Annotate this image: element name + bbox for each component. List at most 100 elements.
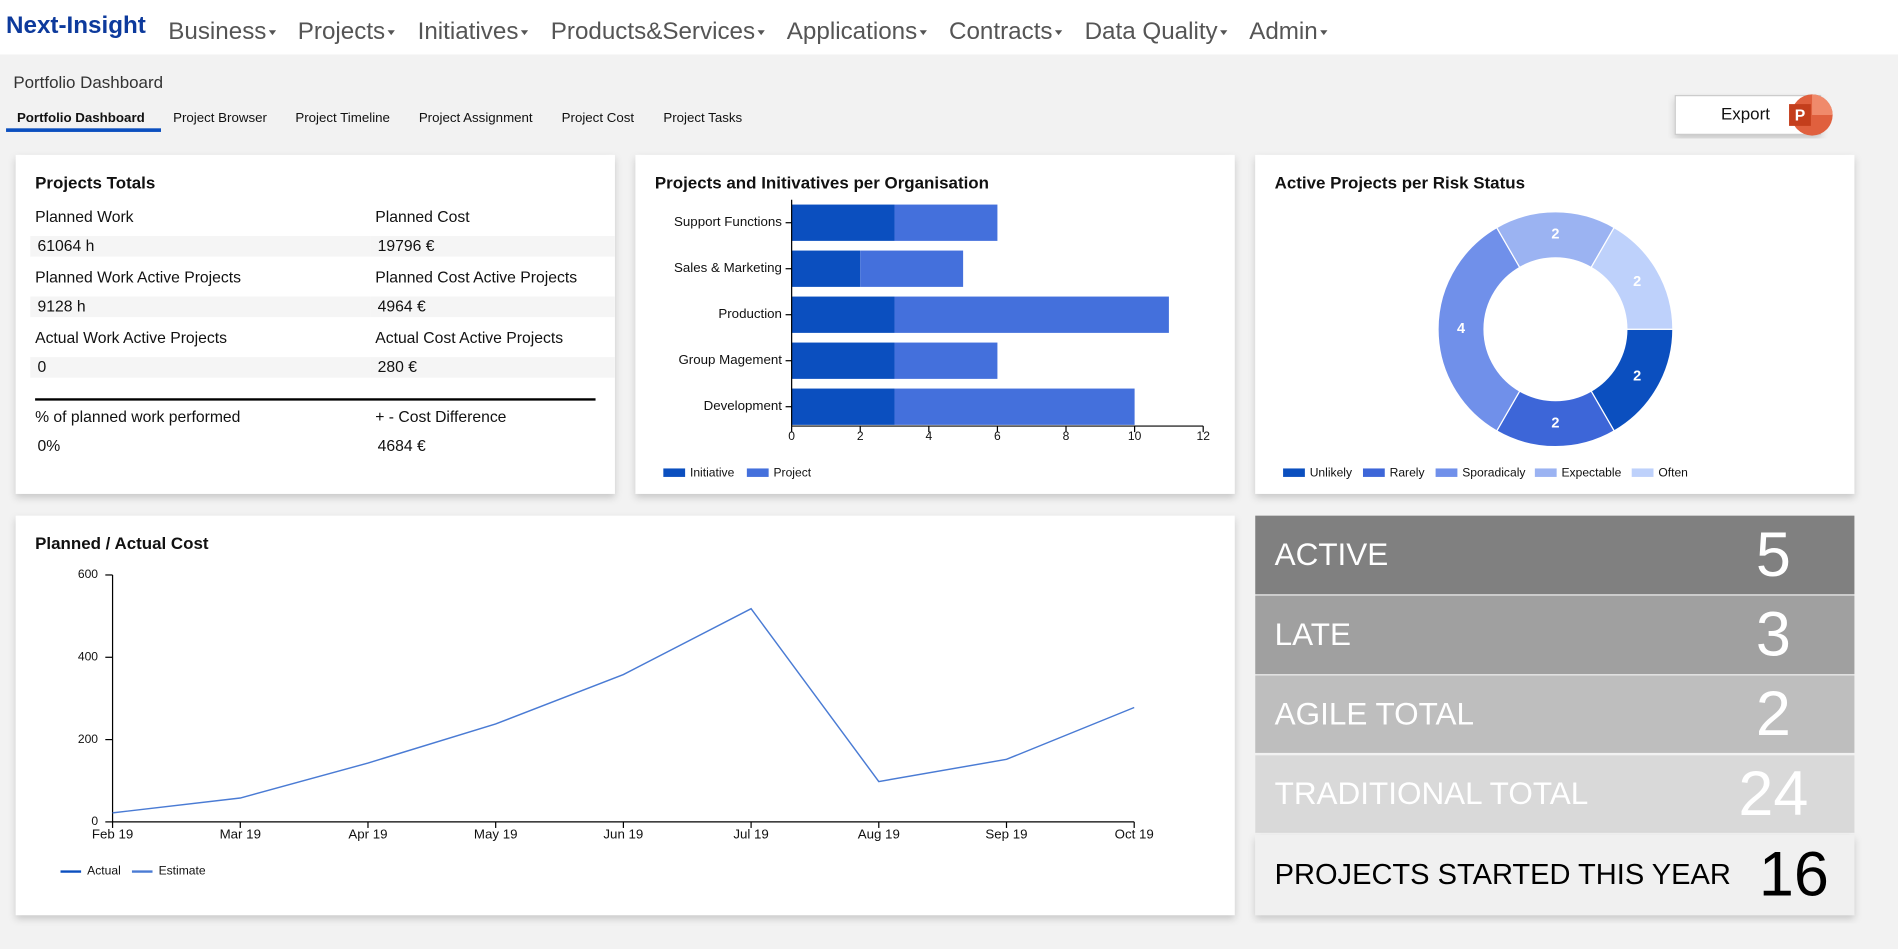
x-tick-label: Sep 19 bbox=[985, 827, 1027, 842]
bar bbox=[894, 342, 998, 379]
total-label: Planned Work bbox=[35, 209, 134, 226]
y-tick-label: 200 bbox=[78, 732, 98, 746]
bar bbox=[791, 388, 895, 425]
tab[interactable]: Project Cost bbox=[562, 110, 635, 125]
x-tick-label: 8 bbox=[1063, 429, 1070, 443]
export-label[interactable]: Export bbox=[1721, 104, 1770, 123]
value-band bbox=[370, 236, 615, 257]
total-label: Planned Cost bbox=[375, 209, 470, 226]
x-tick-label: Jul 19 bbox=[733, 827, 768, 842]
total-value: 0 bbox=[38, 359, 47, 376]
legend-label: Sporadicaly bbox=[1462, 465, 1526, 479]
x-tick-label: Apr 19 bbox=[348, 827, 387, 842]
total-label: Actual Work Active Projects bbox=[35, 330, 227, 347]
legend-label: Estimate bbox=[159, 864, 206, 878]
kpi-tile bbox=[1255, 675, 1855, 753]
active-tab-underline bbox=[6, 128, 161, 132]
nav-item[interactable]: Business bbox=[168, 18, 266, 45]
category-label: Production bbox=[718, 306, 782, 321]
x-tick-label: Feb 19 bbox=[92, 827, 133, 842]
legend-label: Unlikely bbox=[1310, 465, 1353, 479]
nav-caret[interactable] bbox=[919, 30, 927, 36]
ppt-icon-letter: P bbox=[1795, 107, 1805, 124]
total-value: 0% bbox=[38, 438, 61, 455]
total-value: 4684 € bbox=[378, 438, 426, 455]
legend-swatch bbox=[1362, 468, 1385, 477]
tab[interactable]: Project Browser bbox=[173, 110, 267, 125]
legend-swatch bbox=[1631, 468, 1654, 477]
tab[interactable]: Portfolio Dashboard bbox=[17, 110, 145, 125]
slice-label: 4 bbox=[1457, 321, 1465, 337]
legend-swatch bbox=[746, 468, 769, 477]
total-label: Actual Cost Active Projects bbox=[375, 330, 563, 347]
kpi-value: 24 bbox=[1738, 759, 1808, 829]
legend-swatch bbox=[1283, 468, 1305, 477]
x-tick-label: Oct 19 bbox=[1115, 827, 1154, 842]
nav-caret[interactable] bbox=[387, 30, 395, 36]
page-title: Portfolio Dashboard bbox=[13, 73, 163, 92]
total-label: Planned Work Active Projects bbox=[35, 270, 241, 287]
kpi-tile bbox=[1255, 835, 1855, 916]
total-value: 19796 € bbox=[378, 238, 435, 255]
nav-item[interactable]: Contracts bbox=[949, 18, 1053, 45]
nav-caret[interactable] bbox=[520, 30, 529, 36]
tab[interactable]: Project Timeline bbox=[295, 110, 390, 125]
bar bbox=[791, 342, 895, 379]
bar bbox=[791, 204, 895, 241]
x-tick-label: Mar 19 bbox=[220, 827, 261, 842]
x-tick-label: May 19 bbox=[474, 827, 518, 842]
kpi-label: TRADITIONAL TOTAL bbox=[1275, 776, 1589, 811]
value-band bbox=[370, 296, 615, 318]
nav-caret[interactable] bbox=[1320, 30, 1328, 36]
value-band bbox=[30, 296, 371, 318]
legend-label: Rarely bbox=[1390, 465, 1426, 479]
kpi-tile bbox=[1255, 595, 1855, 675]
legend-swatch bbox=[1534, 468, 1557, 477]
kpi-label: ACTIVE bbox=[1275, 537, 1389, 572]
value-band bbox=[370, 357, 615, 378]
slice-label: 2 bbox=[1633, 274, 1641, 290]
nav-caret[interactable] bbox=[268, 30, 277, 36]
navbar bbox=[0, 0, 1898, 55]
chart-title: Active Projects per Risk Status bbox=[1275, 173, 1525, 192]
legend-label: Often bbox=[1658, 465, 1688, 479]
nav-item[interactable]: Applications bbox=[787, 18, 917, 45]
bar bbox=[894, 388, 1135, 425]
nav-item[interactable]: Initiatives bbox=[418, 18, 519, 45]
kpi-value: 16 bbox=[1759, 839, 1829, 909]
nav-caret[interactable] bbox=[1054, 30, 1063, 36]
nav-caret[interactable] bbox=[1220, 30, 1228, 36]
nav-item[interactable]: Data Quality bbox=[1085, 18, 1219, 45]
kpi-value: 2 bbox=[1756, 679, 1791, 749]
ppt-icon-part[interactable] bbox=[1812, 94, 1833, 115]
card-totals bbox=[15, 154, 615, 494]
total-label: Planned Cost Active Projects bbox=[375, 270, 577, 287]
bar bbox=[860, 250, 964, 287]
kpi-tile bbox=[1255, 755, 1855, 833]
kpi-label: AGILE TOTAL bbox=[1275, 696, 1474, 731]
nav-caret[interactable] bbox=[757, 30, 765, 36]
legend-label: Expectable bbox=[1561, 465, 1621, 479]
bar bbox=[791, 296, 895, 333]
nav-item[interactable]: Products&Services bbox=[551, 18, 755, 45]
tab[interactable]: Project Tasks bbox=[663, 110, 742, 125]
chart-title: Projects and Initivatives per Organisati… bbox=[655, 173, 989, 192]
ppt-icon-square[interactable] bbox=[1789, 104, 1811, 126]
value-band bbox=[30, 357, 371, 378]
x-tick-label: 0 bbox=[788, 429, 795, 443]
kpi-label: PROJECTS STARTED THIS YEAR bbox=[1275, 859, 1731, 891]
total-value: 280 € bbox=[378, 359, 418, 376]
category-label: Group Magement bbox=[678, 352, 782, 367]
x-tick-label: Aug 19 bbox=[858, 827, 900, 842]
nav-item[interactable]: Admin bbox=[1249, 18, 1318, 45]
legend-swatch bbox=[1435, 468, 1458, 477]
value-band bbox=[30, 236, 371, 257]
category-label: Sales & Marketing bbox=[674, 260, 782, 275]
total-label: + - Cost Difference bbox=[375, 409, 506, 426]
tab[interactable]: Project Assignment bbox=[419, 110, 533, 125]
brand[interactable]: Next-Insight bbox=[6, 12, 146, 39]
nav-item[interactable]: Projects bbox=[298, 18, 385, 45]
export-button[interactable]: Export P bbox=[1674, 94, 1833, 136]
bar bbox=[791, 250, 861, 287]
